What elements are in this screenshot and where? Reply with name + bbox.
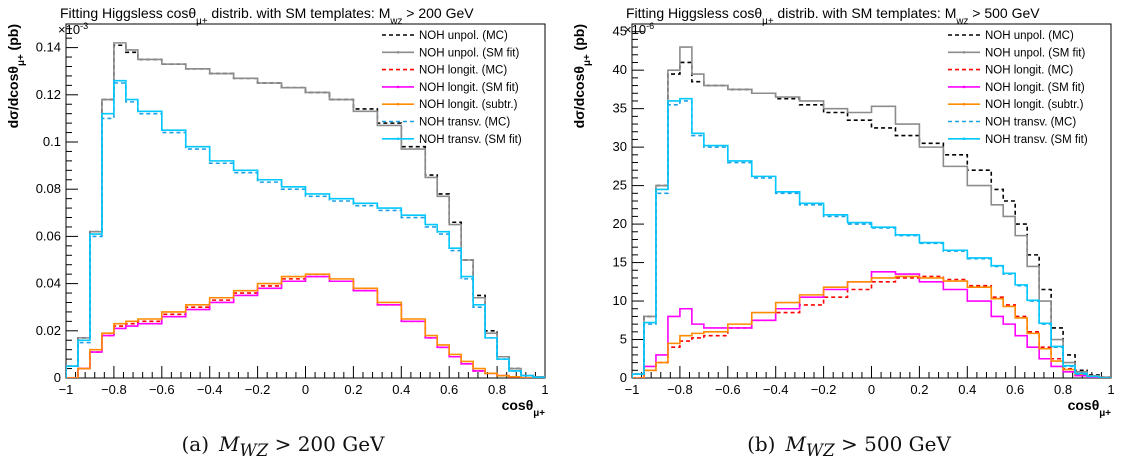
legend-marker [396,137,400,141]
series-line-1 [66,42,545,378]
x-tick-label: 0.2 [344,382,362,397]
y-tick-label: 0.12 [36,87,61,102]
y-exponent-label: ×10-6 [624,21,654,37]
y-tick-label: 0.08 [36,181,61,196]
caption-sub: WZ [805,441,835,460]
x-tick-label: 0.6 [1006,382,1024,397]
x-tick-label: 0 [302,382,309,397]
legend-marker [962,137,966,141]
y-tick-label: 0 [54,370,61,385]
legend-label: NOH transv. (SM fit) [985,134,1088,146]
caption-tag: (b) [747,432,776,456]
x-tick-label: −0.2 [811,382,837,397]
y-tick-label: 0.1 [43,134,61,149]
y-tick-label: 10 [613,293,627,308]
legend-label: NOH unpol. (SM fit) [419,47,519,59]
legend-label: NOH transv. (MC) [985,117,1076,129]
legend-label: NOH longit. (subtr.) [419,99,518,111]
chart-panel-b: Fitting Higgsless cosθμ+ distrib. with S… [566,0,1132,464]
x-tick-label: −1 [59,382,74,397]
caption-math: M [219,432,240,456]
chart-a: Fitting Higgsless cosθμ+ distrib. with S… [5,5,549,419]
x-tick-label: −0.8 [101,382,127,397]
legend-label: NOH longit. (subtr.) [985,99,1084,111]
legend-marker [962,51,966,54]
x-tick-label: −0.2 [245,382,271,397]
x-tick-label: 1 [541,382,548,397]
x-axis-label: cosθμ+ [502,397,546,419]
y-tick-label: 45 [613,24,627,39]
legend-label: NOH unpol. (MC) [985,30,1074,42]
y-tick-label: 40 [613,62,627,77]
chart-title: Fitting Higgsless cosθμ+ distrib. with S… [626,5,1040,27]
x-tick-label: 0 [868,382,875,397]
legend-label: NOH longit. (MC) [419,65,507,77]
x-tick-label: −0.4 [763,382,789,397]
legend-marker [396,102,400,106]
x-tick-label: 0.8 [488,382,506,397]
legend-marker [962,102,966,106]
legend-label: NOH longit. (SM fit) [985,82,1085,94]
series-line-4 [66,273,545,378]
x-tick-label: −0.6 [715,382,741,397]
caption-math: M [785,432,806,456]
y-tick-label: 0.14 [36,40,61,55]
y-tick-label: 0 [620,370,627,385]
legend-label: NOH longit. (MC) [985,65,1073,77]
x-tick-label: −0.6 [149,382,175,397]
y-tick-label: 25 [613,178,627,193]
y-tick-label: 20 [613,216,627,231]
x-tick-label: 0.4 [958,382,976,397]
caption-a: (a) MWZ > 200 GeV [0,432,566,460]
series-line-1 [632,46,1111,378]
caption-sub: WZ [239,441,269,460]
chart-title: Fitting Higgsless cosθμ+ distrib. with S… [60,5,474,27]
caption-rest: > 500 GeV [834,432,951,456]
series-line-6 [66,79,545,378]
y-tick-label: 0.02 [36,323,61,338]
x-tick-label: −0.4 [197,382,223,397]
y-axis-label: dσ/dcosθμ+ (pb) [5,24,27,128]
y-tick-label: 0.04 [36,276,61,291]
x-tick-label: 0.8 [1054,382,1072,397]
y-tick-label: 35 [613,101,627,116]
legend-marker [962,85,966,89]
legend-label: NOH longit. (SM fit) [419,82,519,94]
series-line-4 [632,275,1111,378]
x-axis-label: cosθμ+ [1068,397,1112,419]
y-tick-label: 15 [613,255,627,270]
y-exponent-label: ×10-3 [58,21,88,37]
caption-tag: (a) [181,432,210,456]
x-tick-label: −0.8 [667,382,693,397]
series-line-6 [632,97,1111,378]
x-tick-label: 0.2 [910,382,928,397]
caption-rest: > 200 GeV [268,432,385,456]
legend-label: NOH transv. (MC) [419,117,510,129]
chart-b: Fitting Higgsless cosθμ+ distrib. with S… [571,5,1115,419]
x-tick-label: 0.6 [440,382,458,397]
y-axis-label: dσ/dcosθμ+ (pb) [571,24,593,128]
x-tick-label: 1 [1107,382,1114,397]
series-line-3 [632,271,1111,378]
legend-label: NOH unpol. (MC) [419,30,508,42]
y-tick-label: 30 [613,139,627,154]
x-tick-label: −1 [625,382,640,397]
legend-marker [396,85,400,89]
caption-b: (b) MWZ > 500 GeV [566,432,1132,460]
x-tick-label: 0.4 [392,382,410,397]
y-tick-label: 0.06 [36,228,61,243]
series-line-0 [66,44,545,378]
chart-panel-a: Fitting Higgsless cosθμ+ distrib. with S… [0,5,566,460]
legend-label: NOH unpol. (SM fit) [985,47,1085,59]
legend-label: NOH transv. (SM fit) [419,134,522,146]
y-tick-label: 5 [620,332,627,347]
legend-marker [396,51,400,54]
